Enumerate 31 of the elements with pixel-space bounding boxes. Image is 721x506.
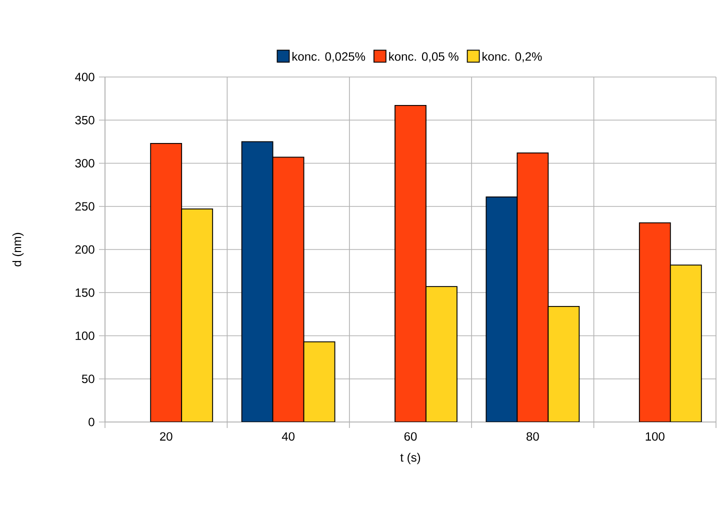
y-axis-title: d (nm) <box>12 232 24 266</box>
bar <box>426 286 458 422</box>
bar <box>241 141 274 422</box>
bar <box>181 208 214 422</box>
x-axis-title: t (s) <box>400 452 420 464</box>
y-tick-label: 250 <box>75 202 94 211</box>
y-tick-label: 400 <box>75 72 94 82</box>
y-tick-label: 300 <box>75 159 94 168</box>
bar <box>638 222 671 422</box>
bar <box>516 152 549 422</box>
bar <box>394 105 426 422</box>
x-tick-label: 20 <box>160 432 172 441</box>
x-tick-label: 100 <box>646 432 664 441</box>
y-tick-label: 100 <box>76 332 94 340</box>
bar <box>303 341 336 422</box>
x-tick-label: 40 <box>282 432 295 441</box>
legend-label: konc. 0,05 % <box>389 52 458 62</box>
bar <box>272 156 304 422</box>
y-tick-label: 0 <box>88 418 94 426</box>
y-tick-label: 200 <box>75 245 94 254</box>
bar <box>486 196 518 422</box>
legend-label: konc. 0,2% <box>482 52 542 62</box>
bar <box>670 264 702 422</box>
y-tick-label: 150 <box>76 288 94 297</box>
y-tick-label: 350 <box>75 116 94 124</box>
bar <box>150 142 182 422</box>
bar <box>548 306 580 422</box>
x-tick-label: 80 <box>526 432 539 441</box>
y-tick-label: 50 <box>82 374 94 384</box>
legend-label: konc. 0,025% <box>292 52 366 62</box>
x-tick-label: 60 <box>404 432 417 441</box>
